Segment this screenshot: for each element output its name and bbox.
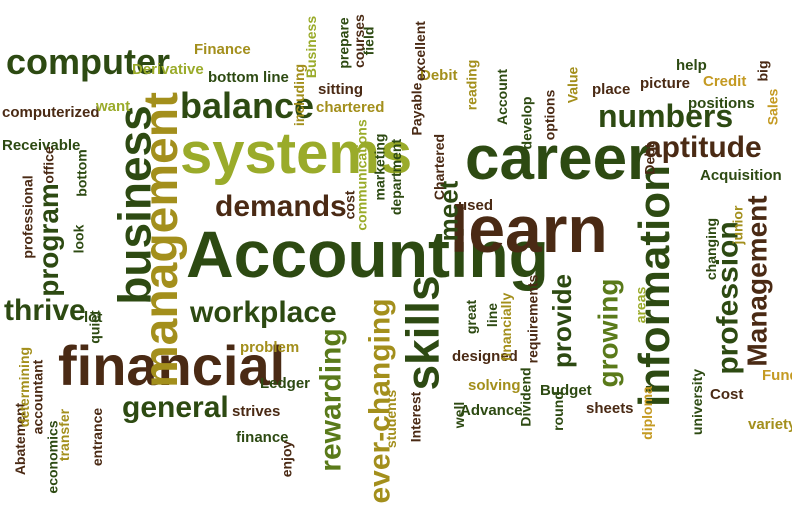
word-finance: Finance bbox=[194, 41, 251, 58]
word-develop: develop bbox=[518, 96, 535, 150]
word-bottom-line: bottom line bbox=[208, 69, 289, 86]
word-provide: provide bbox=[546, 274, 577, 368]
word-strives: finance bbox=[236, 429, 289, 446]
word-designed: designed bbox=[452, 348, 518, 365]
word-computerized: computerized bbox=[2, 104, 100, 121]
word-general: general bbox=[122, 391, 229, 424]
word-derivative: Derivative bbox=[132, 61, 204, 78]
word-sales: Sales bbox=[764, 88, 781, 126]
word-including: including bbox=[291, 63, 308, 127]
word-management2: Management bbox=[741, 195, 773, 367]
word-sitting: prepare bbox=[335, 17, 352, 69]
word-positions: positions bbox=[688, 95, 755, 112]
word-sheets: sheets bbox=[586, 400, 634, 417]
word-used: used bbox=[458, 197, 494, 214]
word-great: great bbox=[463, 299, 480, 335]
word-computer: computer bbox=[6, 41, 171, 82]
word-financial: financial bbox=[58, 334, 286, 397]
word-courses: field bbox=[360, 26, 377, 56]
word-place: place bbox=[592, 81, 631, 98]
word-numbers: numbers bbox=[598, 98, 734, 134]
word-growing: growing bbox=[592, 278, 624, 388]
word-transfer: economics bbox=[44, 420, 61, 494]
word-career: career bbox=[465, 124, 652, 193]
word-learn: learn bbox=[450, 192, 608, 266]
word-payable: Payable bbox=[408, 82, 425, 136]
word-students: students bbox=[383, 389, 400, 449]
word-problem: problem bbox=[240, 339, 300, 356]
word-field: excellent bbox=[411, 21, 428, 81]
word-want: want bbox=[96, 98, 131, 115]
word-rewarding: rewarding bbox=[314, 328, 348, 472]
word-professional: professional bbox=[19, 175, 36, 259]
word-systems: systems bbox=[180, 121, 413, 186]
word-cost: cost bbox=[341, 190, 358, 220]
word-acquisition: Acquisition bbox=[700, 167, 782, 184]
word-dividend: Dividend bbox=[517, 367, 534, 427]
word-value: Value bbox=[564, 66, 581, 104]
word-skills: skills bbox=[396, 275, 449, 391]
word-chartered: chartered bbox=[316, 99, 385, 116]
word-marketing: marketing bbox=[371, 133, 388, 201]
word-office: office bbox=[40, 146, 57, 184]
word-business: business bbox=[108, 105, 161, 305]
word-help: help bbox=[676, 57, 707, 74]
word-well: well bbox=[451, 401, 468, 429]
word-solving: solving bbox=[468, 377, 521, 394]
word-interest: Interest bbox=[407, 391, 424, 443]
word-line: line bbox=[484, 302, 501, 328]
word-program: program bbox=[32, 183, 64, 297]
word-lot: lot bbox=[84, 309, 103, 326]
word-chartered2: Chartered bbox=[431, 133, 448, 201]
word-workplace: workplace bbox=[190, 296, 337, 329]
word-quiet: quiet bbox=[86, 310, 103, 344]
word-finance2: enjoy bbox=[278, 440, 295, 478]
word-big: big bbox=[754, 60, 771, 82]
word-aptitude: aptitude bbox=[645, 131, 762, 164]
word-advance: Advance bbox=[460, 402, 523, 419]
word-thrive: thrive bbox=[4, 294, 86, 327]
word-credit: Credit bbox=[703, 73, 747, 90]
word-debit: Debit bbox=[420, 67, 458, 84]
word-financially: financially bbox=[498, 292, 515, 362]
word-receivable: Receivable bbox=[2, 137, 81, 154]
word-bottom: bottom bbox=[73, 149, 90, 197]
word-account: Account bbox=[494, 69, 510, 125]
word-debt: Debt bbox=[641, 143, 658, 175]
word-enjoy: diploma bbox=[638, 386, 655, 440]
word-look: look bbox=[70, 224, 87, 254]
word-determining: accountant bbox=[29, 359, 46, 435]
word-excellent: sitting bbox=[318, 81, 363, 98]
word-department: department bbox=[388, 138, 405, 216]
word-balance: balance bbox=[180, 85, 315, 126]
word-accounting: Accounting bbox=[186, 217, 549, 291]
word-cost2: Fund bbox=[762, 367, 792, 384]
word-fund: variety bbox=[748, 416, 792, 433]
word-university: Cost bbox=[710, 386, 744, 403]
word-demands: demands bbox=[215, 190, 347, 223]
word-reading: reading bbox=[463, 59, 480, 111]
word-picture: picture bbox=[640, 75, 691, 92]
word-curriculum: strives bbox=[232, 403, 281, 420]
word-options: options bbox=[541, 89, 558, 141]
word-ledger: Ledger bbox=[260, 375, 311, 392]
word-junior: junior bbox=[729, 205, 746, 245]
word-requirements: requirements bbox=[524, 274, 541, 364]
word-areas: areas bbox=[632, 286, 649, 324]
word-diploma: university bbox=[689, 368, 706, 436]
word-budget: Budget bbox=[540, 382, 592, 399]
word-changing: changing bbox=[703, 217, 720, 281]
word-economics: entrance bbox=[89, 407, 106, 467]
word-round: round bbox=[549, 391, 566, 431]
